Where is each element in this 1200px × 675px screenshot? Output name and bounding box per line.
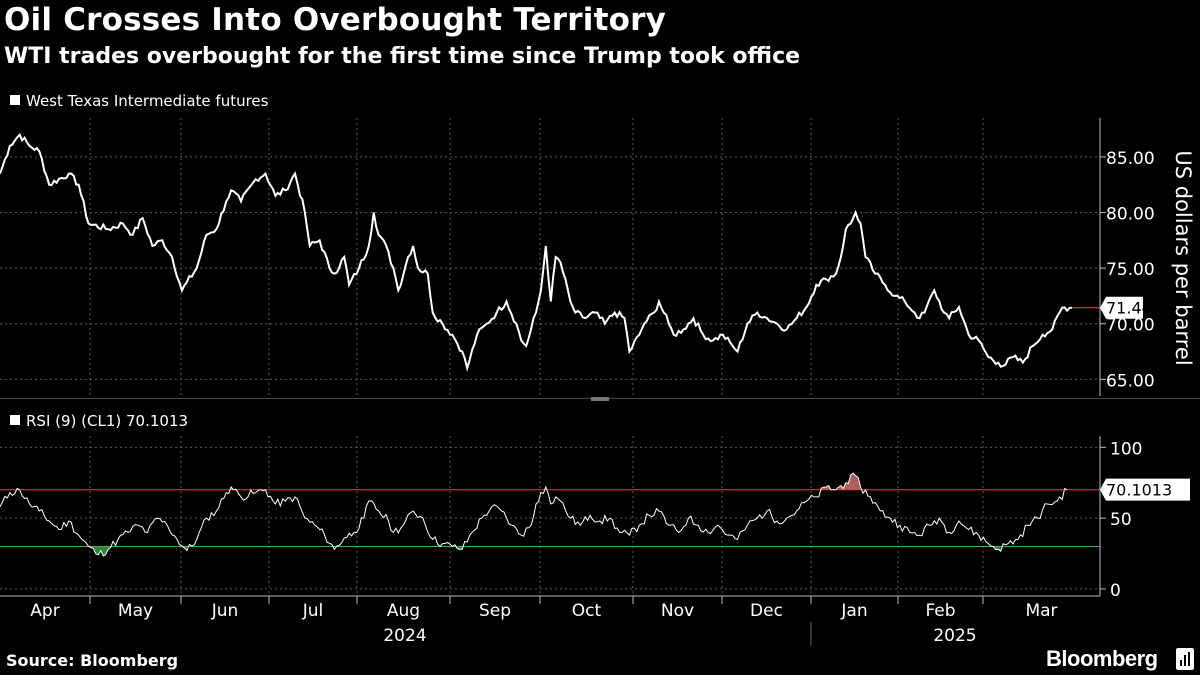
price-y-tick-label: 65.00 xyxy=(1106,371,1155,391)
rsi-last-value-callout: 70.1013 xyxy=(1100,478,1190,501)
bloomberg-logo: Bloomberg xyxy=(1046,646,1158,671)
rsi-legend: RSI (9) (CL1) 70.1013 xyxy=(26,412,188,430)
x-month-label-feb: Feb xyxy=(925,601,955,621)
x-year-label-2024: 2024 xyxy=(383,626,426,646)
price-y-tick-label: 70.00 xyxy=(1106,316,1155,336)
rsi-oversold-fill xyxy=(993,546,1001,552)
price-gridlines xyxy=(0,118,1100,396)
x-month-label-sep: Sep xyxy=(479,601,511,621)
x-month-label-dec: Dec xyxy=(750,601,783,621)
x-month-label-may: May xyxy=(118,601,153,621)
rsi-series-line xyxy=(0,472,1068,557)
x-month-label-jun: Jun xyxy=(211,601,239,621)
rsi-overbought-fill xyxy=(838,473,861,490)
bloomberg-terminal-icon xyxy=(1176,648,1194,670)
price-y-tick-label: 75.00 xyxy=(1106,260,1155,280)
rsi-y-tick-label: 100 xyxy=(1110,439,1142,459)
price-last-value-label: 71.44 xyxy=(1106,299,1152,318)
chart-title: Oil Crosses Into Overbought Territory xyxy=(4,2,666,38)
rsi-y-tick-label: 0 xyxy=(1110,581,1121,601)
rsi-last-value-label: 70.1013 xyxy=(1106,481,1172,500)
x-month-label-apr: Apr xyxy=(30,601,59,621)
x-month-label-jan: Jan xyxy=(840,601,867,621)
source-note: Source: Bloomberg xyxy=(6,651,179,670)
price-y-tick-label: 85.00 xyxy=(1106,149,1155,169)
x-month-label-nov: Nov xyxy=(661,601,694,621)
x-month-label-jul: Jul xyxy=(302,601,324,621)
price-series-line xyxy=(0,132,1073,372)
price-legend-swatch xyxy=(10,95,20,105)
price-y-axis-label: US dollars per barrel xyxy=(1171,150,1195,365)
price-legend: West Texas Intermediate futures xyxy=(26,92,269,110)
rsi-y-ticks: 0 50 100 xyxy=(1100,439,1142,601)
panel-resize-handle[interactable] xyxy=(591,397,609,401)
x-axis-ticks: Apr May Jun Jul Aug Sep Oct Nov Dec Jan Feb Mar xyxy=(30,596,1058,621)
chart-subtitle: WTI trades overbought for the first time… xyxy=(4,44,801,69)
price-last-value-callout: 71.44 xyxy=(1100,296,1152,319)
rsi-y-tick-label: 50 xyxy=(1110,510,1132,530)
x-year-label-2025: 2025 xyxy=(933,626,976,646)
price-y-tick-label: 80.00 xyxy=(1106,205,1155,225)
x-month-label-mar: Mar xyxy=(1025,601,1057,621)
rsi-gridlines xyxy=(0,436,1100,596)
x-month-label-oct: Oct xyxy=(572,601,602,621)
rsi-legend-swatch xyxy=(10,415,20,425)
x-month-label-aug: Aug xyxy=(387,601,420,621)
price-y-ticks: 65.00 70.00 75.00 80.00 85.00 xyxy=(1100,149,1155,391)
rsi-threshold-fills xyxy=(90,473,1068,556)
